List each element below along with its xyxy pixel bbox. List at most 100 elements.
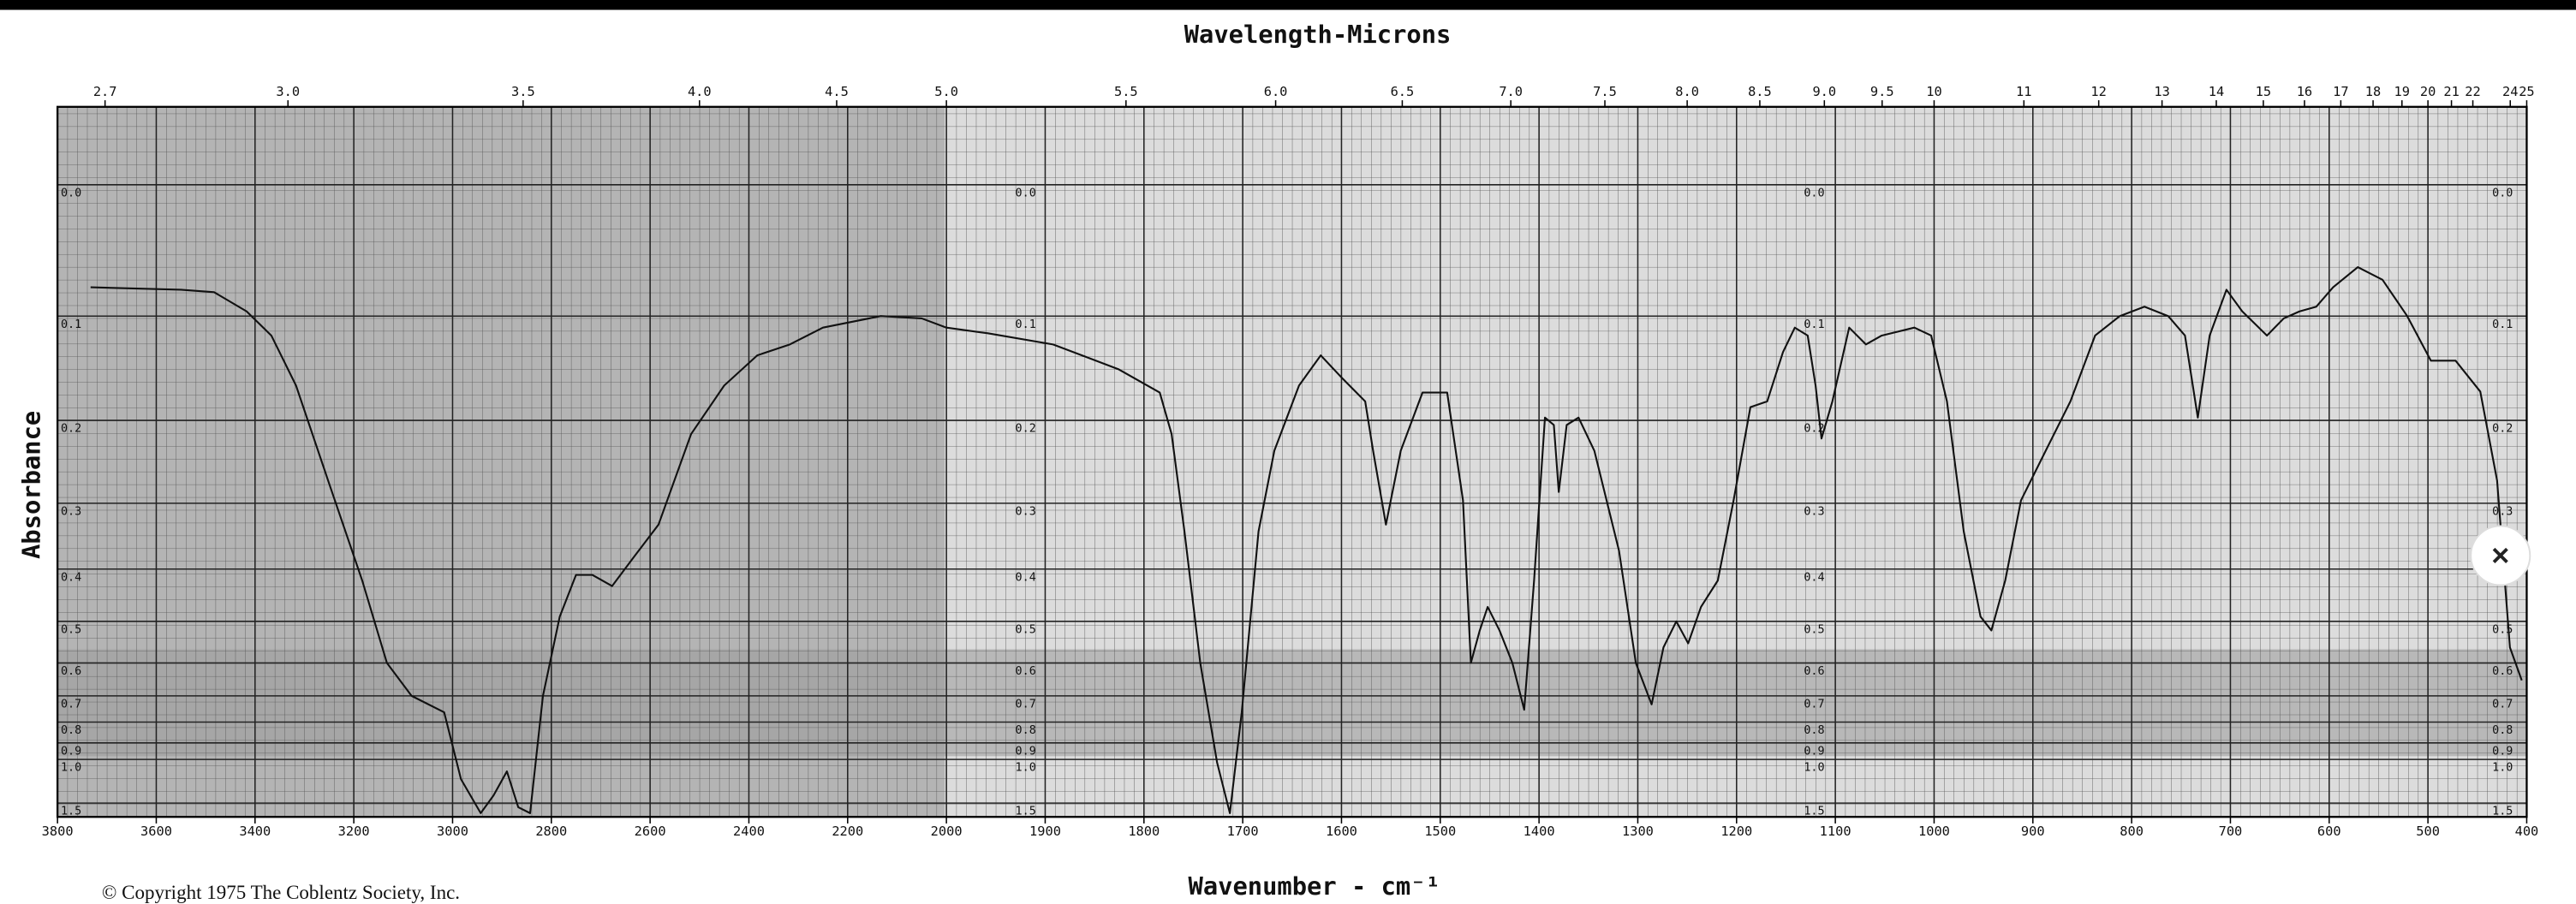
- x2-tick-label: 8.5: [1748, 84, 1772, 99]
- y-tick-label: 0.7: [1016, 698, 1036, 711]
- x2-tick-label: 3.0: [276, 84, 300, 99]
- y-tick-label: 0.6: [1016, 665, 1036, 678]
- x-tick-label: 600: [2317, 824, 2341, 839]
- y-tick-label: 0.5: [2492, 623, 2513, 636]
- x-tick-label: 900: [2021, 824, 2045, 839]
- axes-layer: 3800 3600 3400 3200 3000 2800 2600 2400 2200 2000…: [42, 84, 2539, 839]
- y-tick-label: 0.1: [1804, 318, 1824, 331]
- y-tick-label: 0.9: [61, 745, 81, 758]
- y-tick-label: 0.5: [1016, 623, 1036, 636]
- y-tick-label: 0.9: [1016, 745, 1036, 758]
- x-tick-label: 3000: [437, 824, 468, 839]
- x-tick-label: 3600: [140, 824, 172, 839]
- y-tick-label: 0.4: [1016, 571, 1036, 584]
- y-tick-label: 0.4: [61, 571, 81, 584]
- x-tick-label: 2400: [733, 824, 765, 839]
- x2-tick-label: 9.0: [1812, 84, 1836, 99]
- y-tick-label: 0.0: [2492, 187, 2513, 199]
- x-tick-label: 700: [2219, 824, 2243, 839]
- x-tick-label: 1900: [1029, 824, 1061, 839]
- y-tick-label: 1.5: [2492, 806, 2513, 818]
- top-border: [0, 0, 2576, 10]
- y-tick-label: 0.8: [2492, 724, 2513, 737]
- x2-tick-label: 5.5: [1114, 84, 1138, 99]
- x-tick-label: 1000: [1918, 824, 1950, 839]
- x-axis-label: Wavenumber - cm⁻¹: [1189, 871, 1440, 901]
- x2-tick-label: 15: [2256, 84, 2271, 99]
- x-tick-label: 3800: [42, 824, 74, 839]
- x2-tick-label: 12: [2090, 84, 2106, 99]
- x-tick-label: 2600: [635, 824, 666, 839]
- x2-tick-label: 6.5: [1391, 84, 1415, 99]
- x-tick-label: 500: [2416, 824, 2440, 839]
- x2-tick-label: 2.7: [93, 84, 117, 99]
- y-axis-label: Absorbance: [16, 411, 45, 559]
- x2-tick-label: 4.5: [825, 84, 849, 99]
- y-tick-label: 0.1: [2492, 318, 2513, 331]
- y-tick-label: 0.7: [61, 698, 81, 711]
- x2-tick-label: 16: [2297, 84, 2312, 99]
- x-tick-label: 1100: [1820, 824, 1852, 839]
- x-tick-label: 2800: [535, 824, 567, 839]
- y-tick-label: 0.8: [61, 724, 81, 737]
- y-tick-label: 1.5: [1804, 806, 1824, 818]
- y-tick-label: 0.6: [1804, 665, 1824, 678]
- x2-tick-label: 8.0: [1675, 84, 1699, 99]
- x-tick-label: 3400: [239, 824, 271, 839]
- y-tick-label: 0.7: [1804, 698, 1824, 711]
- plot-frame: [56, 105, 2528, 818]
- y-tick-label: 0.4: [1804, 571, 1824, 584]
- x2-tick-label: 19: [2394, 84, 2410, 99]
- x2-tick-label: 25: [2519, 84, 2534, 99]
- copyright: © Copyright 1975 The Coblentz Society, I…: [102, 881, 460, 903]
- close-icon[interactable]: [2492, 547, 2508, 563]
- y-tick-label: 0.0: [1804, 187, 1824, 199]
- y-tick-label: 0.5: [1804, 623, 1824, 636]
- y-tick-label: 1.0: [61, 762, 81, 775]
- x-tick-label: 2000: [931, 824, 963, 839]
- y-tick-label: 0.8: [1016, 724, 1036, 737]
- x2-tick-label: 9.5: [1870, 84, 1894, 99]
- x2-tick-label: 18: [2365, 84, 2381, 99]
- y-tick-label: 0.7: [2492, 698, 2513, 711]
- x2-tick-label: 10: [1926, 84, 1941, 99]
- x2-tick-label: 17: [2333, 84, 2348, 99]
- x-tick-label: 1300: [1622, 824, 1654, 839]
- x2-tick-label: 11: [2016, 84, 2031, 99]
- x-tick-label: 1200: [1720, 824, 1752, 839]
- x2-tick-label: 22: [2465, 84, 2480, 99]
- x2-tick-label: 20: [2420, 84, 2436, 99]
- y-tick-label: 0.9: [2492, 745, 2513, 758]
- y-tick-label: 1.0: [1016, 762, 1036, 775]
- x2-tick-label: 5.0: [934, 84, 958, 99]
- y-tick-label: 0.6: [61, 665, 81, 678]
- x2-tick-label: 24: [2502, 84, 2518, 99]
- x-tick-label: 3200: [338, 824, 370, 839]
- close-button[interactable]: [2470, 525, 2531, 586]
- x-tick-label: 800: [2120, 824, 2144, 839]
- y-tick-label: 1.0: [2492, 762, 2513, 775]
- x2-tick-label: 14: [2209, 84, 2224, 99]
- x-tick-label: 400: [2515, 824, 2539, 839]
- y-tick-label: 0.3: [2492, 505, 2513, 518]
- x-tick-label: 1700: [1227, 824, 1259, 839]
- x2-tick-label: 3.5: [511, 84, 535, 99]
- x2-tick-label: 6.0: [1264, 84, 1288, 99]
- y-tick-label: 0.1: [1016, 318, 1036, 331]
- y-tick-label: 1.5: [1016, 806, 1036, 818]
- minor-grid: [57, 106, 2527, 818]
- x-tick-label: 1600: [1326, 824, 1357, 839]
- y-tick-label: 0.3: [1804, 505, 1824, 518]
- x2-tick-label: 7.0: [1499, 84, 1523, 99]
- chart-title: Wavelength-Microns: [1184, 20, 1452, 49]
- y-tick-label: 1.0: [1804, 762, 1824, 775]
- y-tick-label: 0.3: [61, 505, 81, 518]
- x2-tick-label: 7.5: [1593, 84, 1617, 99]
- spectrum-line: [90, 266, 2523, 814]
- y-tick-label: 0.8: [1804, 724, 1824, 737]
- y-tick-label: 0.2: [1016, 423, 1036, 436]
- x-tick-label: 1800: [1128, 824, 1160, 839]
- y-tick-label: 0.2: [61, 423, 81, 436]
